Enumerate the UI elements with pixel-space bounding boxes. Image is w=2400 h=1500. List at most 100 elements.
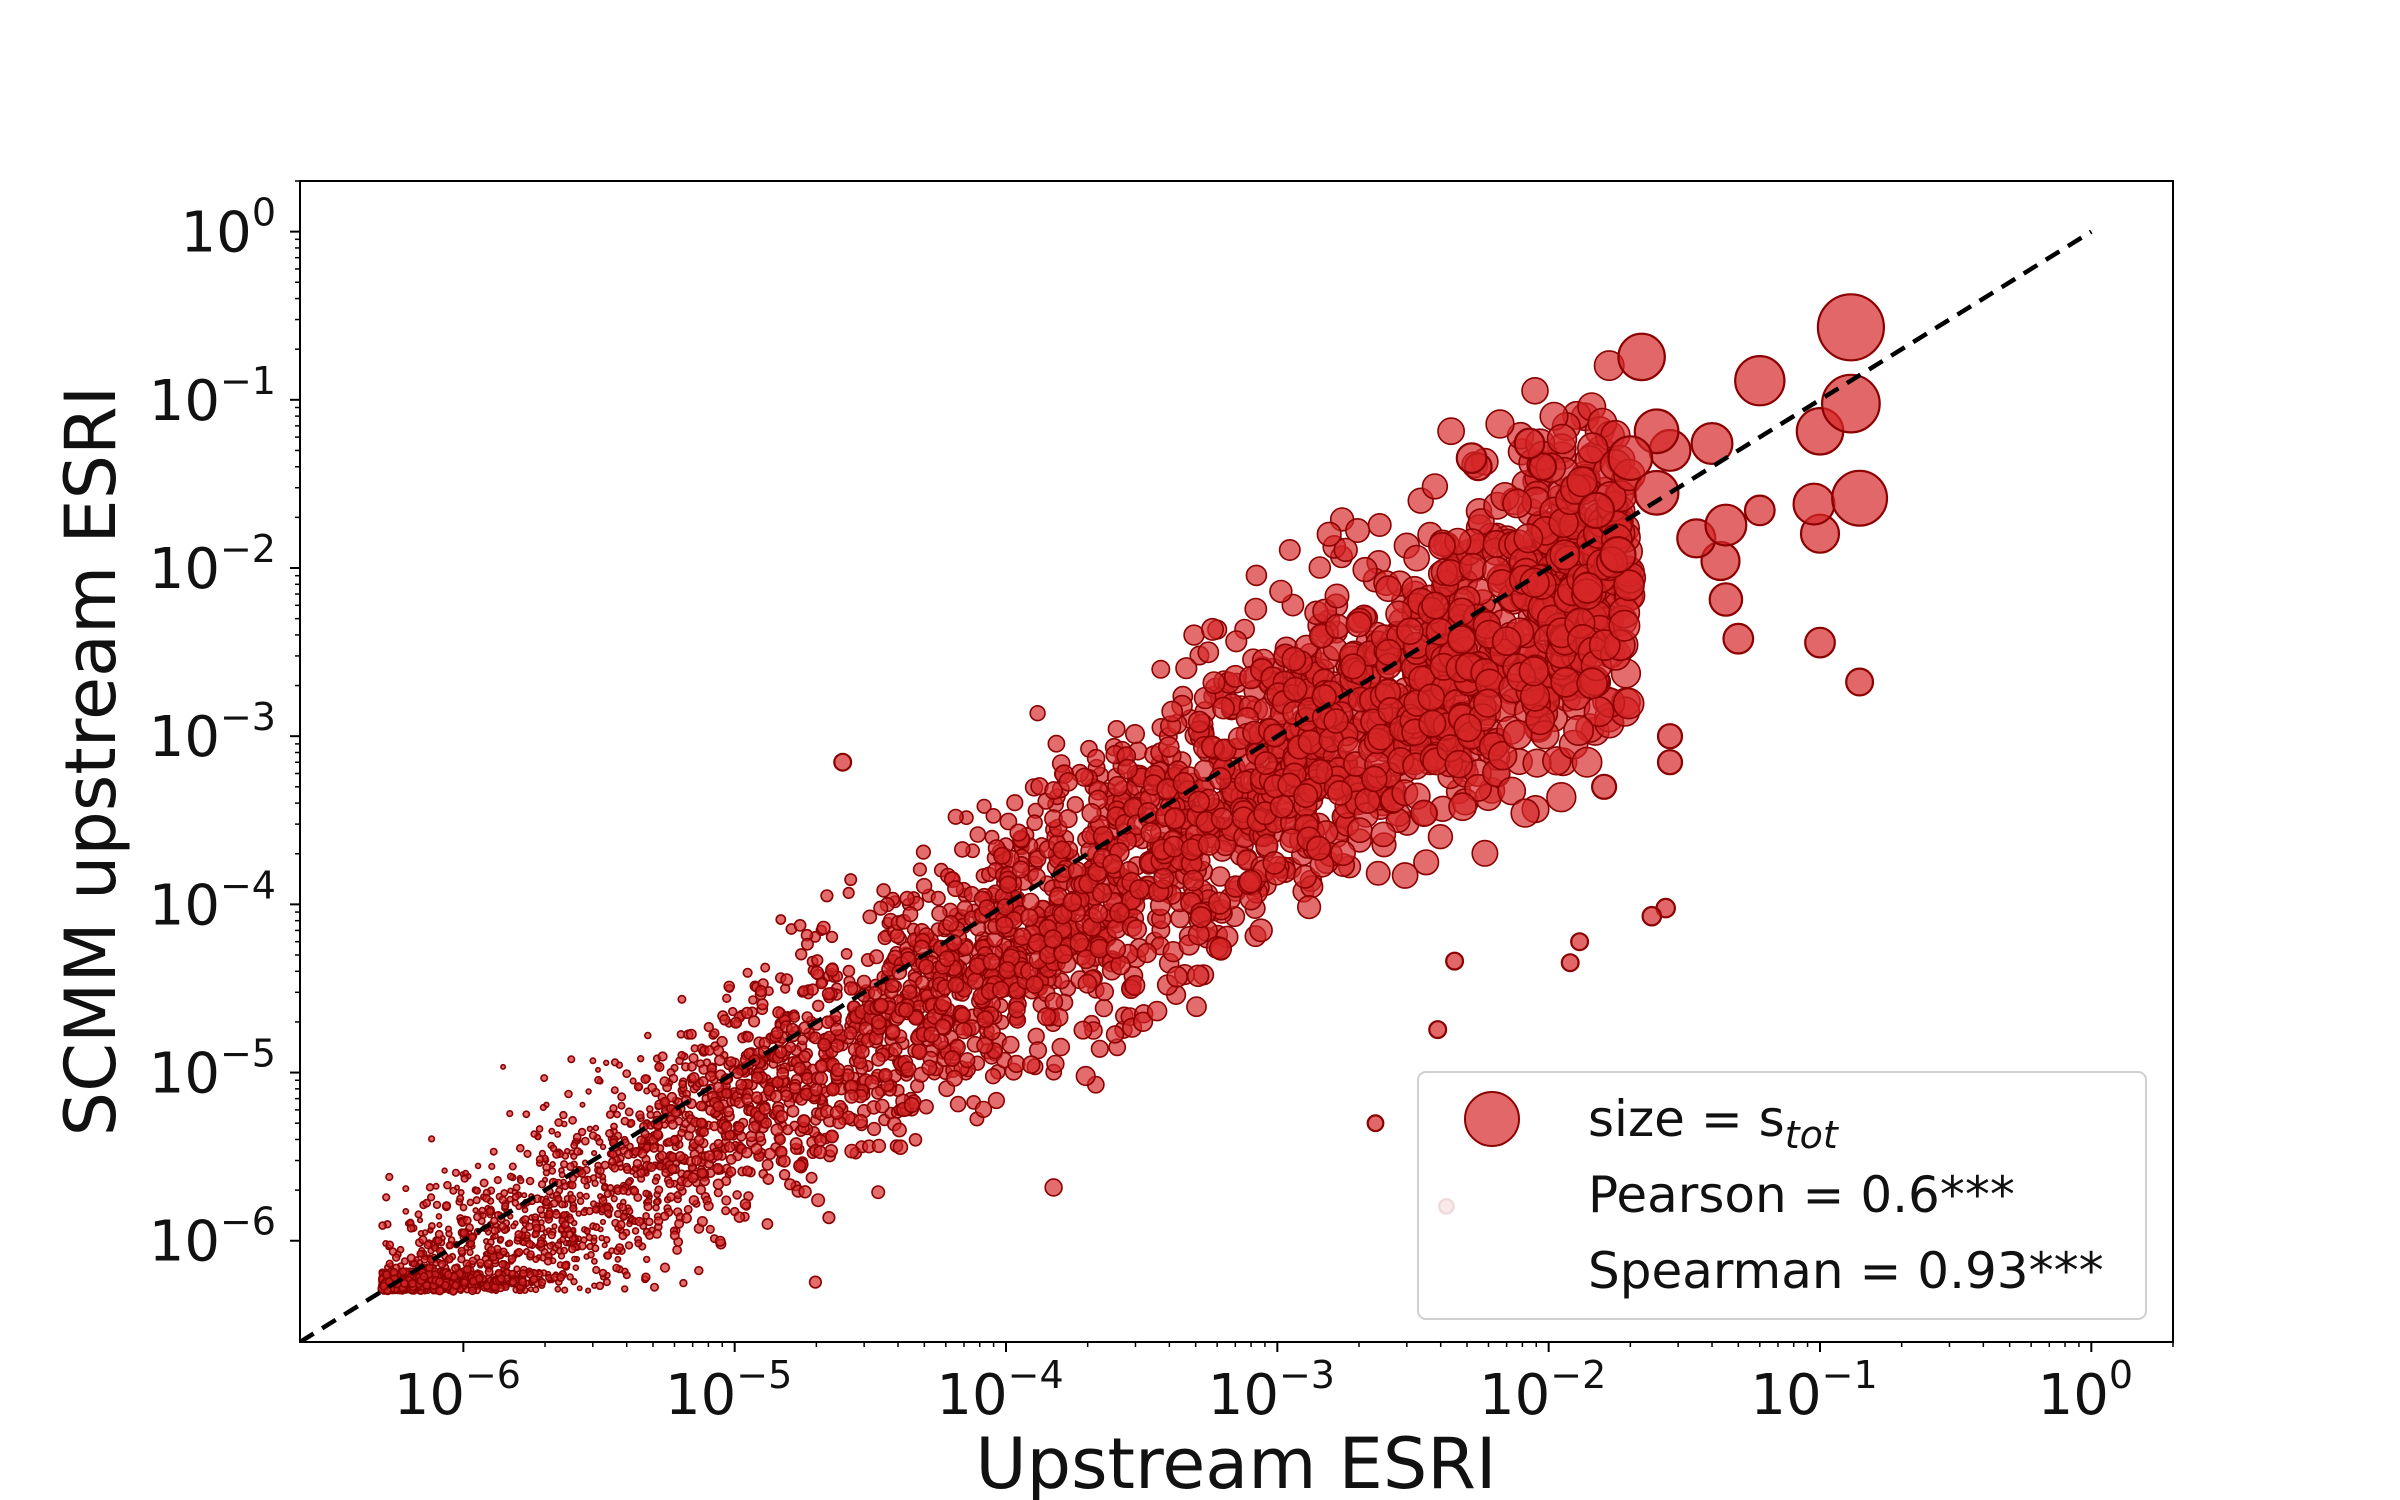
data-point [488, 1252, 498, 1262]
data-point [1403, 544, 1431, 572]
data-point [695, 1100, 707, 1112]
data-point [652, 1203, 660, 1212]
data-point [1129, 878, 1150, 900]
data-point [1704, 503, 1748, 547]
data-point [560, 1220, 570, 1229]
data-point [775, 914, 787, 925]
data-point [490, 1226, 500, 1235]
data-point [1021, 892, 1040, 911]
data-point [1375, 575, 1402, 603]
data-point [867, 985, 883, 1001]
data-point [1428, 1020, 1448, 1040]
data-point [774, 1045, 788, 1059]
data-point [432, 1200, 442, 1210]
data-point [758, 1102, 772, 1116]
data-point [712, 1081, 725, 1094]
data-point [1044, 1178, 1063, 1197]
data-point [1820, 373, 1881, 434]
data-point [1109, 902, 1130, 924]
y-axis-label: SCMM upstream ESRI [50, 386, 132, 1137]
data-point [497, 1235, 505, 1243]
data-point [748, 995, 758, 1005]
data-point [810, 965, 825, 980]
data-point [1026, 814, 1043, 832]
data-point [1058, 808, 1078, 829]
data-point [486, 1245, 496, 1255]
data-point [892, 1139, 909, 1155]
data-point [488, 1162, 496, 1171]
data-point [572, 1132, 582, 1142]
data-point [695, 1117, 707, 1129]
data-point [719, 1014, 731, 1026]
data-point [808, 1031, 822, 1045]
data-point [554, 1241, 563, 1249]
data-point [476, 1258, 485, 1268]
data-point [1563, 714, 1595, 746]
data-point [645, 1217, 654, 1227]
data-point [539, 1103, 547, 1112]
data-point [1269, 579, 1293, 604]
data-point [721, 1087, 733, 1099]
data-point [535, 1125, 544, 1133]
data-point [829, 1022, 844, 1037]
data-point [844, 1143, 860, 1159]
data-point [1187, 790, 1211, 814]
data-point [902, 906, 919, 923]
data-point [806, 983, 819, 996]
data-point [704, 1045, 715, 1056]
data-point [591, 1257, 598, 1265]
data-point [1011, 860, 1030, 879]
data-point [603, 1235, 611, 1244]
data-point [508, 1277, 518, 1287]
data-point [566, 1162, 575, 1171]
data-point [1086, 748, 1106, 768]
data-point [1140, 822, 1162, 844]
data-point [987, 1091, 1006, 1110]
data-point [811, 1193, 826, 1208]
data-point [580, 1136, 590, 1146]
data-point [761, 1218, 774, 1230]
data-point [558, 1171, 566, 1179]
data-point [571, 1255, 578, 1263]
data-point [1633, 469, 1680, 516]
data-point [704, 1070, 717, 1082]
data-point [642, 1189, 650, 1198]
data-point [776, 1067, 790, 1080]
data-point [1197, 641, 1220, 664]
data-point [521, 1206, 529, 1214]
data-point [566, 1215, 575, 1224]
data-point [610, 1163, 620, 1173]
data-point [1571, 746, 1603, 778]
data-point [842, 964, 856, 978]
data-point [1105, 938, 1127, 960]
data-point [678, 1079, 687, 1089]
data-point [585, 1206, 594, 1216]
data-point [428, 1135, 436, 1143]
y-tick-label: 100 [181, 191, 276, 266]
data-point [544, 1209, 554, 1219]
data-point [522, 1110, 531, 1119]
data-point [422, 1281, 432, 1290]
data-point [1576, 432, 1609, 464]
data-point [595, 1137, 604, 1146]
data-point [1571, 572, 1604, 604]
data-point [625, 1207, 634, 1216]
data-point [876, 883, 891, 898]
data-point [844, 873, 858, 887]
data-point [590, 1237, 598, 1245]
y-tick-label: 10−4 [149, 863, 276, 938]
data-point [537, 1180, 547, 1189]
data-point [782, 1124, 794, 1136]
data-point [1421, 473, 1449, 500]
data-point [616, 1219, 626, 1230]
data-point [903, 1096, 920, 1114]
data-point [629, 1077, 637, 1085]
data-point [1396, 617, 1424, 646]
data-point [641, 1272, 651, 1282]
data-point [551, 1210, 561, 1220]
data-point [548, 1167, 557, 1175]
data-point [1225, 630, 1248, 653]
data-point [472, 1212, 482, 1222]
data-point [815, 977, 828, 990]
data-point [459, 1203, 468, 1212]
